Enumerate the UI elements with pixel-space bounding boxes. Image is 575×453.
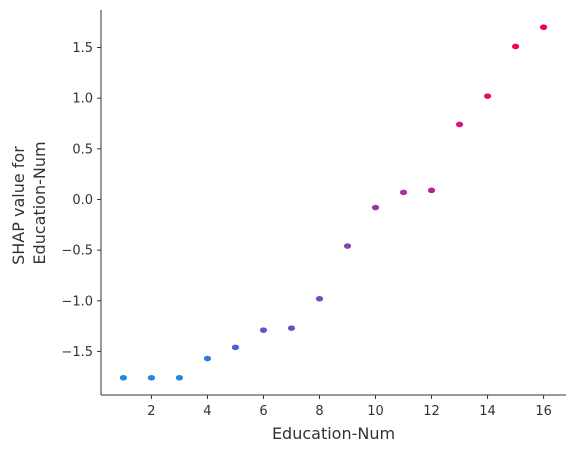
svg-text:SHAP value for Education: SHAP value for Education-Num (9, 141, 49, 265)
x-tick-label: 10 (367, 404, 384, 419)
data-point (455, 121, 464, 128)
x-ticks: 2 4 6 8 10 12 14 16 (147, 395, 552, 419)
data-point (231, 344, 240, 351)
data-point (343, 243, 352, 249)
data-point (399, 189, 408, 196)
y-ticks: 1.5 1.0 0.5 0.0 −0.5 −1.0 −1.5 (61, 41, 101, 360)
y-tick-label: 0.5 (72, 142, 93, 157)
data-point (371, 204, 380, 211)
data-point (175, 374, 184, 381)
data-point (315, 295, 324, 302)
data-point (203, 355, 212, 362)
y-tick-label: −0.5 (61, 244, 93, 259)
plot-area: 2 4 6 8 10 12 14 16 1.5 1.0 0.5 0.0 −0.5 −1.0 −1.5 (61, 10, 566, 419)
x-axis-label: Education-Num (272, 424, 395, 443)
y-tick-label: 0.0 (72, 193, 93, 208)
x-tick-label: 14 (479, 404, 496, 419)
data-points (119, 24, 548, 381)
y-tick-label: −1.5 (61, 345, 93, 360)
y-axis-label-line-2: Education-Num (30, 141, 49, 264)
data-point (119, 374, 128, 381)
x-tick-label: 12 (423, 404, 440, 419)
data-point (147, 374, 156, 381)
y-tick-label: −1.0 (61, 294, 93, 309)
y-axis-label: SHAP value for Education-Num (9, 141, 49, 265)
data-point (539, 24, 548, 31)
x-tick-label: 16 (535, 404, 552, 419)
data-point (483, 93, 492, 99)
data-point (259, 327, 268, 333)
x-tick-label: 8 (315, 404, 323, 419)
x-tick-label: 4 (203, 404, 211, 419)
data-point (427, 187, 436, 194)
y-tick-label: 1.0 (72, 92, 93, 107)
data-point (287, 325, 296, 331)
x-tick-label: 2 (147, 404, 155, 419)
x-tick-label: 6 (259, 404, 267, 419)
data-point (511, 43, 520, 50)
y-axis-label-line-1: SHAP value for (9, 146, 28, 265)
y-tick-label: 1.5 (72, 41, 93, 56)
